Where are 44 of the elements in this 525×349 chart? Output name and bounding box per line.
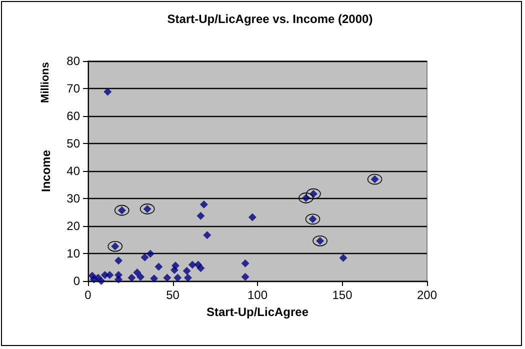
- y-tick-label: 80: [66, 54, 80, 68]
- point: [241, 259, 250, 268]
- y-tick-label: 0: [73, 274, 80, 288]
- point: [248, 213, 256, 222]
- point: [188, 260, 196, 269]
- point: [140, 253, 149, 262]
- point: [200, 200, 208, 209]
- point: [171, 262, 180, 270]
- x-tick-label: 200: [416, 288, 438, 302]
- point: [146, 250, 154, 258]
- x-axis-title: Start-Up/LicAgree: [206, 304, 309, 319]
- point: [106, 270, 114, 279]
- x-tick-label: 0: [84, 288, 92, 302]
- chart-title: Start-Up/LicAgree vs. Income (2000): [167, 12, 373, 26]
- y-tick-label: 20: [66, 219, 80, 233]
- text: Millions: [40, 62, 52, 103]
- y-tick-label: 40: [66, 164, 80, 178]
- y-tick-label: 60: [66, 109, 80, 123]
- y-tick-label: 30: [66, 192, 80, 206]
- y-tick-label: 50: [66, 136, 80, 150]
- point: [184, 274, 192, 282]
- point: [196, 264, 205, 272]
- point: [182, 266, 191, 275]
- y-tick-label: 70: [66, 82, 80, 96]
- point: [339, 254, 348, 262]
- point: [114, 275, 123, 284]
- point: [203, 231, 212, 240]
- point: [104, 88, 112, 96]
- point: [128, 274, 136, 282]
- y-axis-title: Income: [39, 150, 53, 192]
- point: [136, 272, 145, 281]
- point: [174, 274, 182, 282]
- point: [133, 268, 142, 276]
- x-tick-label: 150: [332, 288, 353, 302]
- point: [241, 272, 250, 281]
- point: [196, 212, 205, 220]
- point: [114, 256, 123, 265]
- point: [150, 274, 158, 283]
- point: [154, 262, 163, 271]
- x-tick-label: 50: [166, 288, 180, 302]
- y-tick-label: 10: [66, 246, 80, 260]
- point: [97, 277, 106, 285]
- x-tick-label: 100: [247, 288, 268, 302]
- point: [163, 274, 172, 282]
